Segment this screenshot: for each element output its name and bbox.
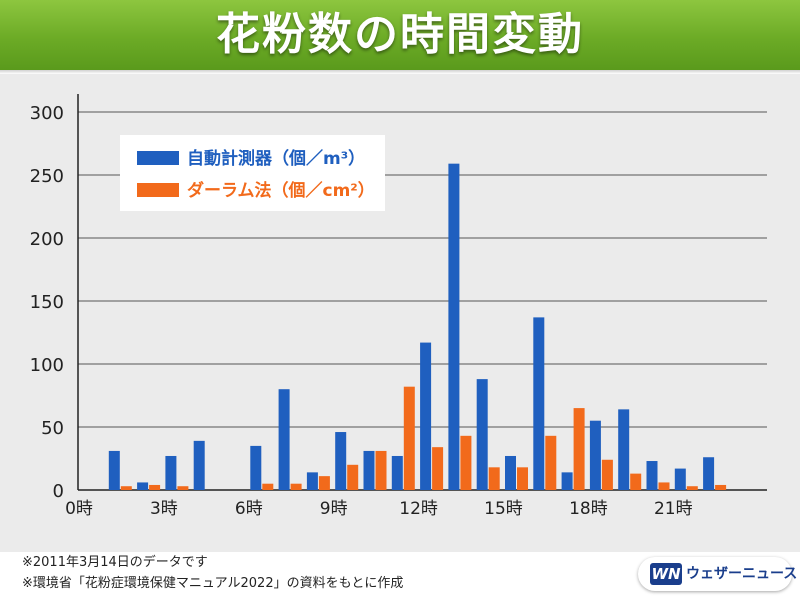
wn-logo-mark: WN bbox=[650, 563, 682, 585]
bar-durham bbox=[375, 450, 387, 490]
bar-durham bbox=[658, 482, 670, 490]
title-banner bbox=[0, 0, 800, 70]
bar-auto-counter bbox=[646, 461, 658, 490]
bar-durham bbox=[403, 386, 415, 490]
bar-durham bbox=[488, 467, 500, 490]
logo-text: ウェザーニュース bbox=[686, 566, 798, 582]
bar-auto-counter bbox=[165, 455, 177, 490]
legend-label: ダーラム法（個／cm²） bbox=[187, 180, 375, 201]
x-tick-label: 6時 bbox=[235, 499, 263, 519]
bar-auto-counter bbox=[391, 455, 403, 490]
bar-auto-counter bbox=[193, 440, 205, 490]
bar-durham bbox=[517, 467, 528, 490]
chart-title: 花粉数の時間変動 bbox=[216, 9, 584, 60]
bar-durham bbox=[686, 486, 698, 490]
bar-auto-counter bbox=[674, 468, 686, 490]
legend-box bbox=[120, 135, 385, 211]
bar-durham bbox=[347, 464, 359, 490]
bar-auto-counter bbox=[476, 379, 488, 490]
bar-durham bbox=[432, 447, 444, 490]
x-tick-label: 3時 bbox=[150, 499, 178, 519]
bar-durham bbox=[601, 459, 613, 490]
y-tick-label: 50 bbox=[41, 418, 64, 439]
bar-auto-counter bbox=[703, 457, 715, 490]
y-tick-label: 200 bbox=[30, 229, 64, 250]
bar-auto-counter bbox=[561, 472, 573, 490]
bar-durham bbox=[715, 484, 727, 490]
bar-durham bbox=[149, 484, 161, 490]
y-tick-label: 0 bbox=[53, 481, 64, 502]
bar-auto-counter bbox=[420, 342, 432, 490]
bar-auto-counter bbox=[108, 450, 120, 490]
bar-auto-counter bbox=[306, 472, 318, 490]
bar-auto-counter bbox=[278, 389, 290, 490]
bar-auto-counter bbox=[137, 482, 149, 490]
footnote-source: ※環境省「花粉症環境保健マニュアル2022」の資料をもとに作成 bbox=[22, 576, 404, 591]
bar-durham bbox=[573, 408, 585, 490]
bar-durham bbox=[318, 476, 330, 490]
bar-auto-counter bbox=[505, 455, 516, 490]
y-tick-label: 300 bbox=[30, 103, 64, 124]
legend-swatch bbox=[137, 183, 179, 197]
bar-auto-counter bbox=[335, 432, 347, 490]
bar-durham bbox=[460, 435, 472, 490]
footnote-date: ※2011年3月14日のデータです bbox=[22, 555, 208, 570]
y-tick-label: 100 bbox=[30, 355, 64, 376]
bar-durham bbox=[545, 435, 557, 490]
y-tick-label: 150 bbox=[30, 292, 64, 313]
bar-durham bbox=[120, 486, 132, 490]
weathernews-logo: WN ウェザーニュース bbox=[638, 557, 797, 591]
bar-auto-counter bbox=[589, 420, 601, 490]
x-tick-label: 9時 bbox=[320, 499, 348, 519]
bar-auto-counter bbox=[533, 317, 545, 490]
x-tick-label: 18時 bbox=[569, 499, 608, 519]
bar-auto-counter bbox=[448, 163, 460, 490]
x-tick-label: 12時 bbox=[399, 499, 438, 519]
bar-durham bbox=[262, 483, 274, 490]
x-tick-label: 21時 bbox=[654, 499, 693, 519]
title-banner-shadow bbox=[0, 70, 800, 74]
x-tick-label: 15時 bbox=[484, 499, 523, 519]
bar-auto-counter bbox=[363, 450, 375, 490]
x-tick-label: 0時 bbox=[65, 499, 93, 519]
bar-durham bbox=[290, 483, 302, 490]
bar-auto-counter bbox=[618, 409, 630, 490]
bar-durham bbox=[630, 473, 642, 490]
bar-durham bbox=[177, 486, 189, 490]
legend-swatch bbox=[137, 151, 179, 165]
bar-auto-counter bbox=[250, 445, 262, 490]
y-tick-label: 250 bbox=[30, 166, 64, 187]
legend-label: 自動計測器（個／m³） bbox=[187, 148, 365, 169]
